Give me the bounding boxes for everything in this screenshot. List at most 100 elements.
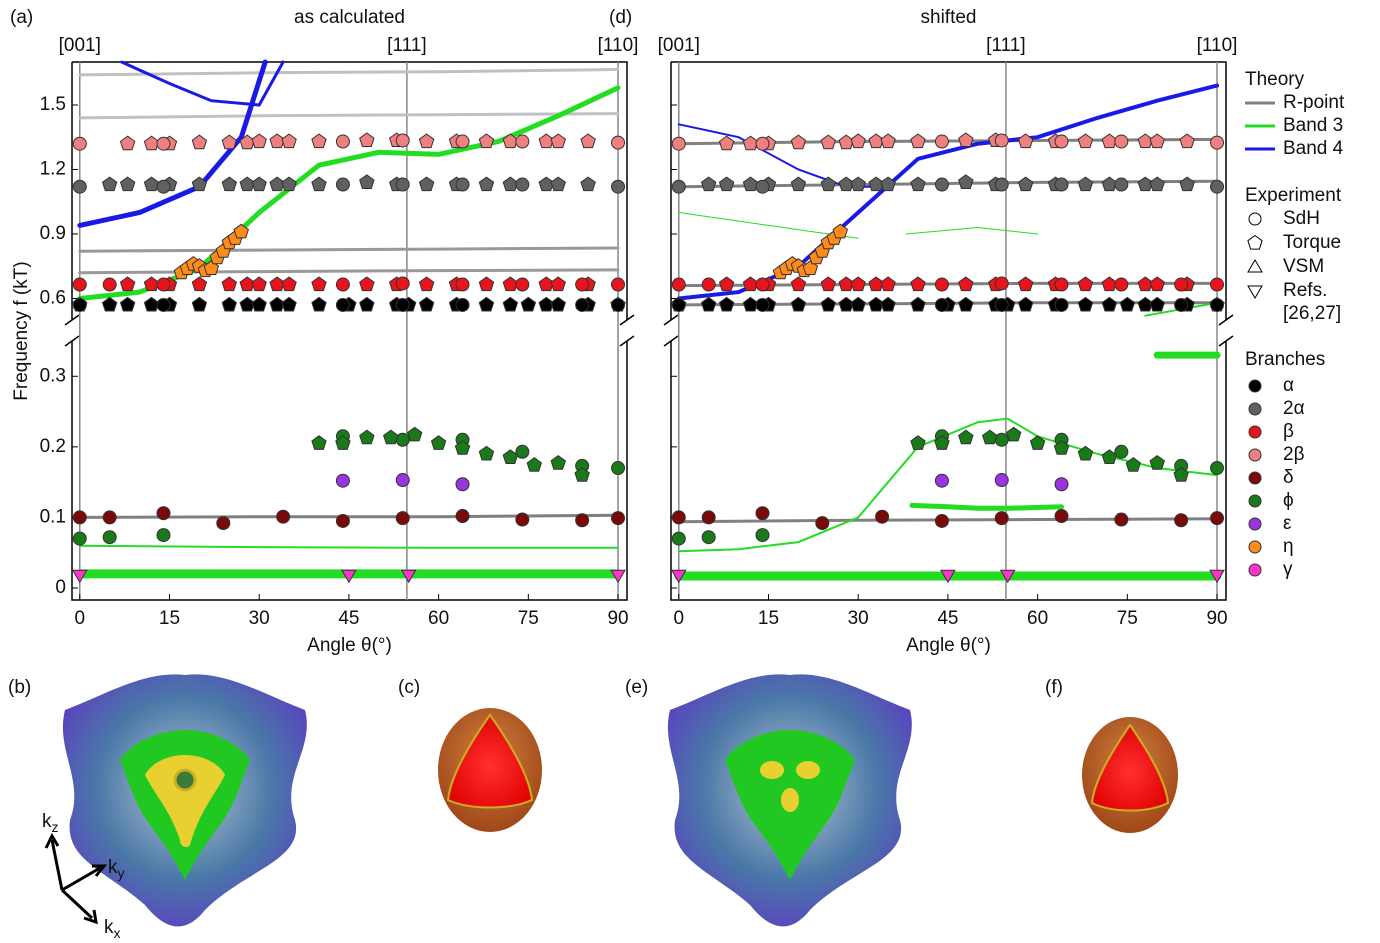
legend-marker bbox=[1248, 448, 1262, 462]
theory-curve bbox=[78, 268, 620, 275]
y-tick-label: 0.1 bbox=[40, 506, 66, 527]
marker bbox=[1149, 276, 1165, 292]
legend-marker bbox=[1247, 259, 1263, 273]
marker bbox=[520, 296, 537, 312]
marker bbox=[455, 509, 470, 524]
theory-curve bbox=[677, 417, 1218, 553]
marker bbox=[934, 435, 950, 450]
x-tick-label: 75 bbox=[518, 608, 539, 629]
marker bbox=[671, 277, 686, 292]
marker bbox=[359, 429, 375, 445]
marker bbox=[1210, 511, 1225, 526]
marker bbox=[755, 297, 770, 312]
marker bbox=[1149, 296, 1165, 312]
legend-label: 2β bbox=[1283, 444, 1305, 465]
marker bbox=[1174, 513, 1189, 528]
x-tick-label: 0 bbox=[74, 608, 85, 629]
marker bbox=[880, 296, 896, 312]
marker bbox=[72, 531, 87, 546]
y-tick-label: 0.9 bbox=[40, 223, 66, 244]
marker bbox=[1077, 445, 1094, 461]
marker bbox=[281, 133, 297, 149]
marker bbox=[994, 133, 1009, 148]
marker bbox=[1210, 135, 1225, 150]
marker bbox=[335, 297, 350, 312]
marker bbox=[850, 296, 866, 312]
axis-break bbox=[663, 314, 679, 326]
k-axes bbox=[44, 832, 108, 925]
panel-label: (d) bbox=[609, 7, 632, 28]
marker bbox=[502, 276, 519, 292]
marker bbox=[478, 296, 495, 312]
axis-break bbox=[619, 335, 635, 347]
marker bbox=[251, 176, 267, 192]
y-tick-label: 1.2 bbox=[40, 159, 66, 180]
x-tick-label: 90 bbox=[607, 608, 628, 629]
legend-marker bbox=[1248, 563, 1262, 577]
marker bbox=[251, 133, 267, 149]
marker bbox=[838, 134, 854, 150]
marker bbox=[335, 473, 350, 488]
marker bbox=[820, 276, 836, 292]
top-tick-label: [001] bbox=[658, 35, 700, 56]
marker bbox=[1017, 133, 1034, 149]
marker bbox=[455, 277, 470, 292]
marker bbox=[934, 134, 949, 149]
legend-label: δ bbox=[1283, 467, 1294, 488]
marker bbox=[1077, 133, 1094, 149]
marker bbox=[1101, 296, 1118, 312]
axis-break bbox=[619, 314, 635, 326]
x-tick-label: 30 bbox=[249, 608, 270, 629]
marker bbox=[820, 296, 836, 312]
marker bbox=[430, 435, 447, 450]
marker bbox=[1174, 297, 1189, 312]
marker bbox=[72, 297, 87, 312]
marker bbox=[156, 277, 171, 292]
top-tick-label: [110] bbox=[1197, 35, 1238, 56]
marker bbox=[502, 176, 519, 192]
k-axis-label: ky bbox=[108, 857, 125, 881]
marker bbox=[671, 510, 686, 525]
marker bbox=[311, 133, 327, 149]
marker bbox=[156, 136, 171, 151]
marker bbox=[395, 511, 410, 526]
marker bbox=[335, 134, 350, 149]
marker bbox=[191, 296, 208, 312]
marker bbox=[1054, 177, 1069, 192]
marker bbox=[820, 134, 836, 150]
marker bbox=[958, 174, 974, 189]
y-tick-label: 0.2 bbox=[40, 436, 66, 457]
y-tick-label: 0.3 bbox=[40, 365, 66, 386]
marker bbox=[221, 296, 237, 312]
theory-curve bbox=[120, 60, 285, 107]
legend-label: Refs. bbox=[1283, 280, 1327, 301]
marker bbox=[1077, 296, 1094, 312]
marker bbox=[910, 276, 926, 292]
axis-break bbox=[64, 335, 80, 347]
marker bbox=[1149, 454, 1165, 470]
marker bbox=[1017, 296, 1034, 312]
legend-label: R-point bbox=[1283, 92, 1345, 113]
marker bbox=[575, 277, 590, 292]
fermi-surface-c bbox=[438, 708, 542, 832]
legend-marker bbox=[1247, 285, 1263, 299]
marker bbox=[72, 179, 87, 194]
marker bbox=[1054, 134, 1069, 149]
marker bbox=[755, 506, 770, 521]
x-tick-label: 30 bbox=[848, 608, 869, 629]
marker bbox=[156, 179, 171, 194]
marker bbox=[454, 440, 471, 455]
marker bbox=[815, 516, 830, 531]
marker bbox=[335, 177, 350, 192]
x-tick-label: 60 bbox=[428, 608, 449, 629]
marker bbox=[191, 276, 208, 292]
axis-break bbox=[663, 335, 679, 347]
legend-marker bbox=[1248, 425, 1262, 439]
fermi-surface-f bbox=[1082, 717, 1178, 833]
marker bbox=[1114, 444, 1129, 459]
marker bbox=[999, 569, 1016, 584]
marker bbox=[1173, 466, 1189, 482]
theory-curve bbox=[909, 502, 1064, 511]
marker bbox=[1114, 134, 1129, 149]
marker bbox=[478, 133, 495, 149]
